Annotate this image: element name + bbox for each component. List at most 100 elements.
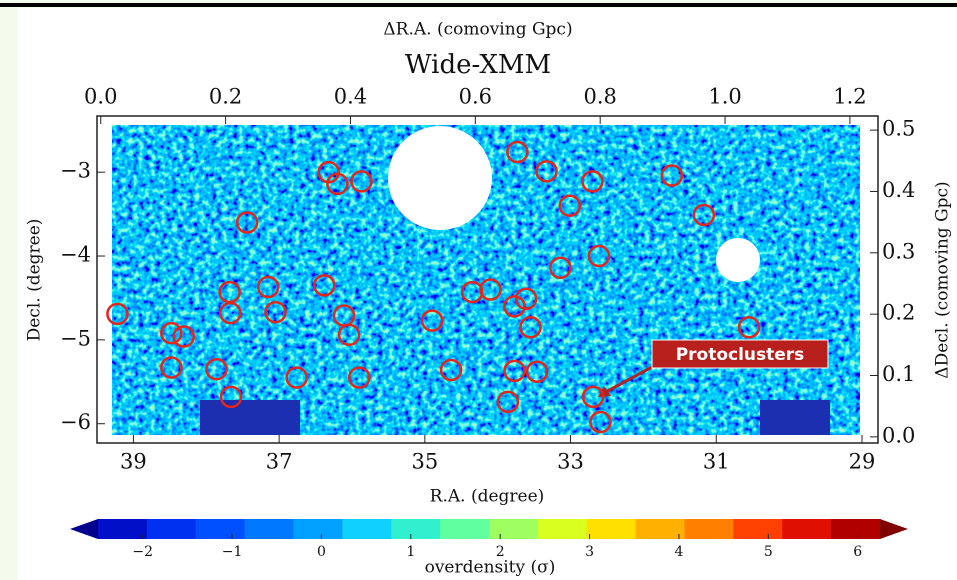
x2-tick-label: 0.2 <box>209 85 242 109</box>
colorbar-segment <box>391 519 441 539</box>
colorbar-segment <box>537 519 588 539</box>
y2-tick-label: 0.3 <box>882 239 915 263</box>
protocluster-marker <box>535 160 558 183</box>
y-tick-label: −3 <box>60 159 91 183</box>
protocluster-marker <box>549 256 572 280</box>
masked-region <box>716 238 760 282</box>
x-tick-label: 33 <box>557 450 584 474</box>
colorbar-segment <box>684 519 734 539</box>
colorbar-extend <box>70 519 98 539</box>
protocluster-marker <box>503 295 526 318</box>
protocluster-marker <box>581 170 604 193</box>
colorbar-tick-label: 1 <box>406 544 415 560</box>
colorbar-tick-label: −1 <box>222 544 243 560</box>
protocluster-marker <box>350 170 373 193</box>
colorbar-tick-label: 6 <box>853 544 862 560</box>
colorbar-tick-label: 5 <box>764 544 773 560</box>
protocluster-marker <box>558 194 582 217</box>
colorbar-tick-label: 2 <box>496 544 505 560</box>
colorbar-segment <box>342 519 392 539</box>
colorbar-segment <box>98 519 148 539</box>
y-tick-label: −6 <box>60 410 91 434</box>
protocluster-marker <box>313 274 336 297</box>
x2-tick-label: 1.2 <box>833 85 866 109</box>
colorbar-tick-label: 3 <box>585 544 594 560</box>
protocluster-marker <box>219 301 242 325</box>
protocluster-marker <box>160 356 183 379</box>
protocluster-marker <box>460 280 484 304</box>
x-tick-label: 37 <box>266 450 293 474</box>
protocluster-marker <box>692 203 716 227</box>
protocluster-marker <box>160 321 183 345</box>
protocluster-marker <box>235 211 259 234</box>
protocluster-marker <box>219 385 243 409</box>
y2-tick-label: 0.4 <box>882 178 915 202</box>
plot-frame <box>96 115 879 444</box>
protocluster-marker <box>514 287 538 311</box>
protocluster-marker <box>589 410 612 434</box>
y2-axis-label: ΔDecl. (comoving Gpc) <box>933 181 953 378</box>
protocluster-marker <box>106 302 129 326</box>
colorbar-segment <box>244 519 294 539</box>
x2-tick-label: 0.0 <box>84 85 117 109</box>
x2-tick-label: 1.0 <box>708 85 741 109</box>
x-axis-label: R.A. (degree) <box>430 487 545 507</box>
annotation-box <box>651 339 829 369</box>
y2-tick-label: 0.1 <box>882 362 915 386</box>
x-tick-label: 29 <box>849 450 876 474</box>
protocluster-marker <box>337 323 361 347</box>
protocluster-marker <box>256 275 280 299</box>
x-tick-label: 35 <box>411 450 438 474</box>
colorbar-segment <box>782 519 832 539</box>
map-edge <box>200 400 300 435</box>
protocluster-marker <box>420 309 444 332</box>
protocluster-marker <box>587 244 611 268</box>
colorbar-segment <box>293 519 343 539</box>
x2-tick-label: 0.8 <box>583 85 616 109</box>
protocluster-marker <box>581 385 605 409</box>
x-tick-label: 39 <box>120 450 147 474</box>
colorbar-extend <box>880 519 908 539</box>
protocluster-marker <box>519 316 542 339</box>
annotation-arrow <box>603 365 653 395</box>
protocluster-marker <box>285 366 308 389</box>
colorbar-tick-label: 4 <box>674 544 683 560</box>
protocluster-marker <box>172 325 195 348</box>
y-tick-label: −5 <box>60 326 91 350</box>
x-tick-label: 31 <box>703 450 730 474</box>
colorbar-label: overdensity (σ) <box>425 558 556 578</box>
protocluster-marker <box>479 278 502 301</box>
x2-tick-label: 0.4 <box>334 85 367 109</box>
colorbar-segment <box>733 519 783 539</box>
colorbar-segment <box>440 519 490 539</box>
colorbar-segment <box>146 519 197 539</box>
masked-region <box>388 126 492 230</box>
protocluster-marker <box>737 316 761 339</box>
y2-tick-label: 0.2 <box>882 301 915 325</box>
x2-axis-label: ΔR.A. (comoving Gpc) <box>383 20 572 40</box>
annotation-arrowhead <box>598 386 611 397</box>
colorbar-segment <box>635 519 685 539</box>
colorbar-tick-label: 0 <box>317 544 326 560</box>
colorbar-segment <box>489 519 539 539</box>
colorbar-segment <box>195 519 246 539</box>
y2-tick-label: 0.5 <box>882 117 915 141</box>
protocluster-marker <box>264 300 287 324</box>
colorbar-segment <box>831 519 881 539</box>
y-axis-label: Decl. (degree) <box>25 219 45 342</box>
protocluster-marker <box>525 360 549 383</box>
protocluster-marker <box>326 172 349 196</box>
map-edge <box>760 400 830 435</box>
protocluster-marker <box>348 366 371 389</box>
protocluster-marker <box>496 390 520 414</box>
protocluster-marker <box>503 359 526 383</box>
annotation: Protoclusters <box>676 345 805 365</box>
protocluster-marker <box>660 164 684 187</box>
protocluster-marker <box>506 140 529 164</box>
chart-title: Wide-XMM <box>405 50 551 80</box>
protocluster-marker <box>439 358 463 382</box>
colorbar-tick-label: −2 <box>132 544 153 560</box>
x2-tick-label: 0.6 <box>459 85 492 109</box>
colorbar-segment <box>586 519 637 539</box>
